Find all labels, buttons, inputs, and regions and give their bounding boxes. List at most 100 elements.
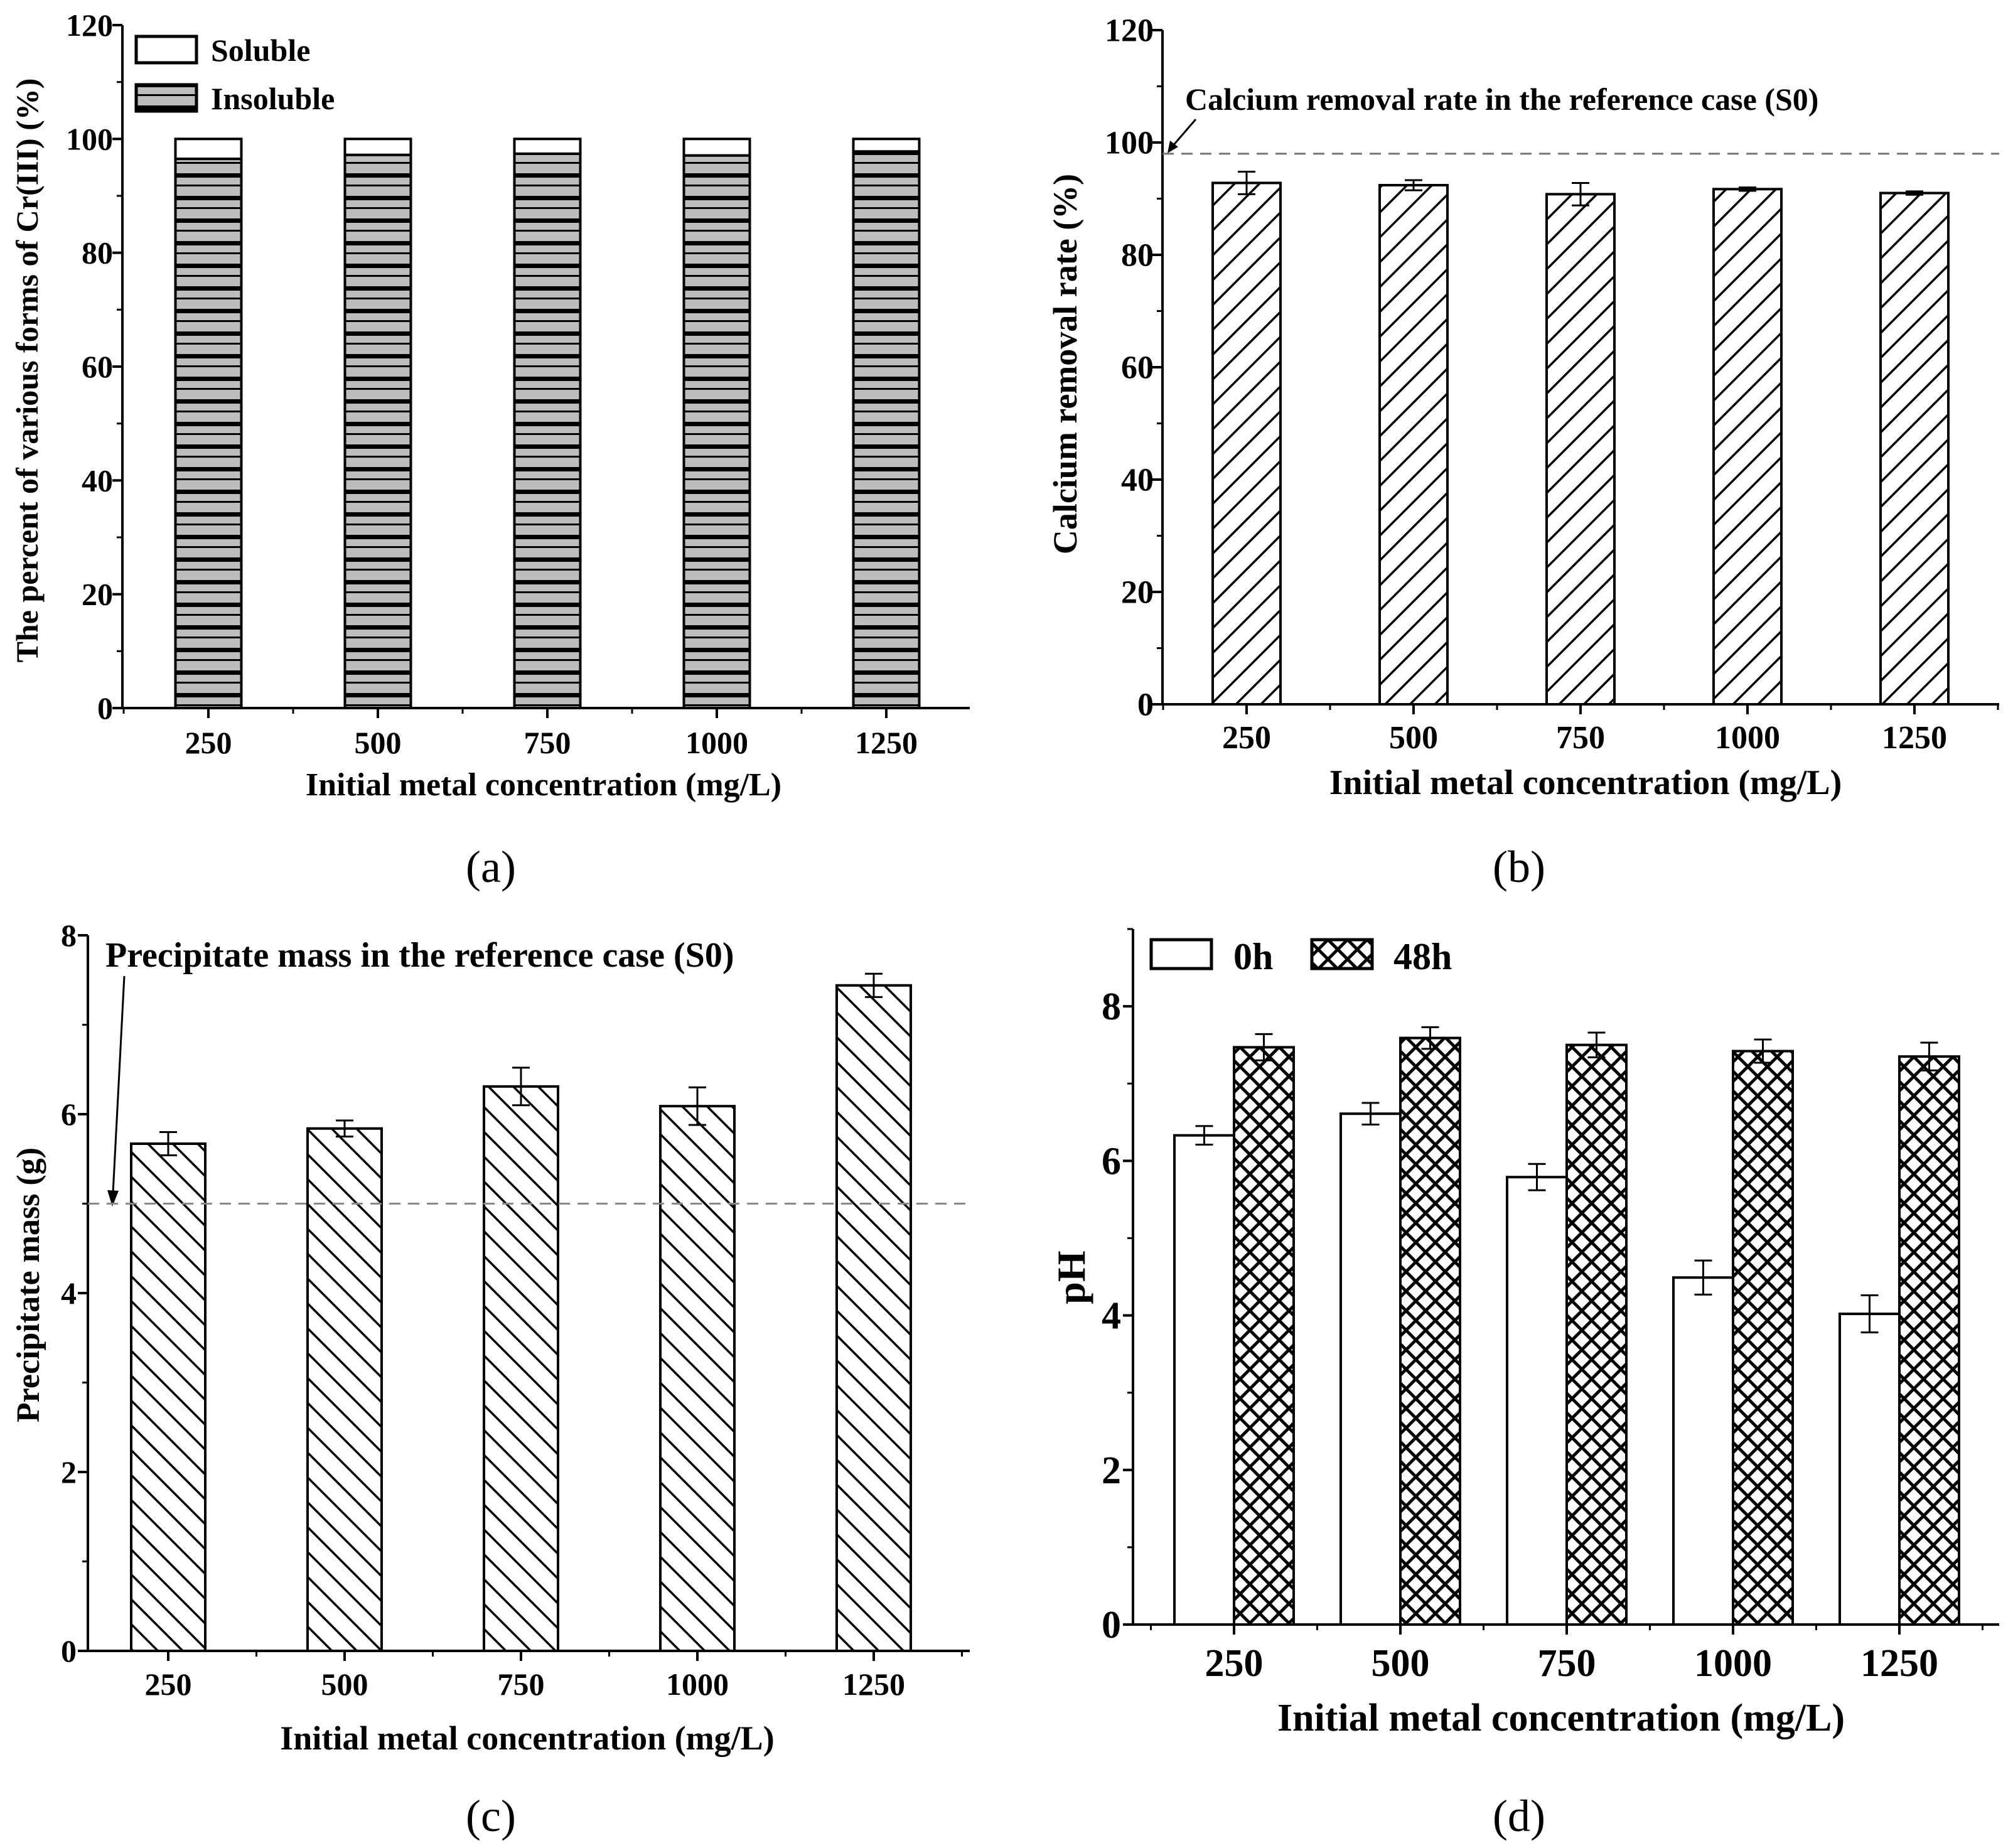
- bar-soluble: [343, 137, 412, 156]
- y-tick-label: 8: [1102, 986, 1121, 1028]
- bar-48h: [1565, 1043, 1628, 1626]
- y-tick-label: 4: [1102, 1295, 1121, 1338]
- panel-b-reference-arrow: [1171, 119, 1197, 147]
- y-tick-label: 4: [61, 1276, 77, 1311]
- y-tick-label: 2: [1102, 1449, 1121, 1492]
- panel-b-reference-arrowhead: [1168, 141, 1178, 153]
- x-tick-label: 250: [145, 1667, 192, 1702]
- y-tick-label: 6: [1102, 1140, 1121, 1183]
- y-tick-label: 6: [61, 1097, 77, 1132]
- y-tick-label: 20: [82, 577, 113, 612]
- panel-axes: 0 20 40 60 80 100 120 250 500 750 1000 1250: [66, 8, 970, 760]
- x-tick-label: 750: [524, 725, 571, 760]
- panel-marks: [174, 137, 921, 710]
- y-tick-label: 120: [66, 8, 113, 43]
- bar-insoluble: [513, 152, 582, 709]
- panel-c-ylabel: Precipitate mass (g): [11, 1147, 46, 1422]
- y-tick-label: 100: [66, 121, 113, 156]
- panel-c-reference-arrowhead: [107, 1190, 119, 1206]
- panel-d: pH Initial metal concentration (mg/L) (d…: [1049, 928, 1999, 1841]
- x-tick-label: 250: [1222, 720, 1271, 756]
- panel-a-xlabel: Initial metal concentration (mg/L): [306, 767, 781, 803]
- legend-swatch-soluble: [134, 35, 198, 65]
- y-tick-label: 80: [82, 235, 113, 271]
- x-tick-label: 500: [1372, 1642, 1430, 1685]
- panel-a-ylabel: The percent of various forms of Cr(III) …: [9, 78, 45, 663]
- legend-label-insoluble: Insoluble: [211, 81, 335, 116]
- bar-48h: [1233, 1046, 1295, 1626]
- y-tick-label: 20: [1121, 575, 1154, 611]
- bar-0h: [1339, 1112, 1402, 1626]
- x-tick-label: 750: [1556, 720, 1605, 756]
- y-tick-label: 40: [82, 463, 113, 498]
- bar: [1211, 181, 1282, 706]
- bar-insoluble: [174, 158, 243, 710]
- panel-c-reference-arrow: [112, 975, 126, 1193]
- bar-soluble: [682, 137, 751, 157]
- x-tick-label: 1250: [842, 1667, 905, 1702]
- panel-b-xlabel: Initial metal concentration (mg/L): [1329, 763, 1842, 802]
- bar-0h: [1839, 1313, 1901, 1626]
- x-tick-label: 500: [355, 725, 402, 760]
- x-tick-label: 1000: [666, 1667, 729, 1702]
- bar: [835, 984, 912, 1652]
- bar: [1378, 184, 1449, 706]
- panel-d-label: (d): [1493, 1791, 1545, 1841]
- panel-a-legend: Soluble Insoluble: [134, 33, 335, 116]
- x-tick-label: 1250: [855, 725, 918, 760]
- legend-label-soluble: Soluble: [211, 33, 310, 68]
- x-tick-label: 750: [1538, 1642, 1596, 1685]
- panel-c-reference-label: Precipitate mass in the reference case (…: [105, 936, 734, 975]
- panel-b-reference-label: Calcium removal rate in the reference ca…: [1185, 82, 1818, 117]
- bar-soluble: [174, 137, 243, 161]
- panel-a: The percent of various forms of Cr(III) …: [9, 8, 970, 892]
- bar: [130, 1142, 207, 1652]
- panel-axes: 0 2 4 6 8 250 500 750 1000 1250: [1102, 928, 1999, 1685]
- bar-0h: [1506, 1176, 1568, 1626]
- panel-a-label: (a): [466, 842, 516, 892]
- bar: [1545, 193, 1616, 706]
- x-tick-label: 250: [185, 725, 232, 760]
- legend-swatch-0h: [1149, 938, 1213, 970]
- y-tick-label: 0: [61, 1633, 77, 1668]
- bar-0h: [1173, 1134, 1235, 1626]
- legend-label-48h: 48h: [1393, 936, 1452, 977]
- x-tick-label: 250: [1205, 1642, 1264, 1685]
- y-tick-label: 8: [61, 918, 77, 953]
- y-tick-label: 40: [1121, 463, 1154, 498]
- bar-insoluble: [682, 154, 751, 710]
- panel-marks: [1173, 1026, 1960, 1626]
- bar-48h: [1399, 1036, 1461, 1626]
- x-tick-label: 1000: [1715, 720, 1780, 756]
- bar: [659, 1105, 736, 1653]
- panel-c-xlabel: Initial metal concentration (mg/L): [280, 1719, 774, 1757]
- bar-soluble: [852, 137, 921, 153]
- panel-b-ylabel: Calcium removal rate (%): [1046, 174, 1084, 554]
- panel-c: Precipitate mass (g) Initial metal conce…: [11, 918, 970, 1841]
- panel-marks: [1162, 153, 1999, 706]
- x-tick-label: 1250: [1860, 1642, 1938, 1685]
- x-tick-label: 1000: [1694, 1642, 1772, 1685]
- bar-48h: [1732, 1050, 1794, 1626]
- y-tick-label: 0: [97, 690, 113, 726]
- x-tick-label: 750: [498, 1667, 545, 1702]
- bar: [1712, 188, 1783, 706]
- x-tick-label: 500: [321, 1667, 368, 1702]
- panel-d-ylabel: pH: [1049, 1250, 1093, 1304]
- x-tick-label: 1000: [685, 725, 748, 760]
- y-tick-label: 120: [1105, 13, 1154, 49]
- bar-48h: [1898, 1055, 1960, 1626]
- legend-swatch-insoluble: [134, 83, 198, 113]
- bar-0h: [1672, 1276, 1734, 1626]
- panel-axes: 0 20 40 60 80 100 120 250 500 750 1000 1250: [1105, 13, 1999, 756]
- panel-marks: [88, 972, 970, 1653]
- bar: [306, 1127, 383, 1653]
- bar-insoluble: [343, 153, 412, 710]
- panel-d-xlabel: Initial metal concentration (mg/L): [1277, 1697, 1845, 1739]
- y-tick-label: 60: [1121, 350, 1154, 386]
- bar: [483, 1085, 559, 1652]
- bar: [1879, 191, 1950, 706]
- bar-insoluble: [852, 150, 921, 709]
- x-tick-label: 500: [1389, 720, 1438, 756]
